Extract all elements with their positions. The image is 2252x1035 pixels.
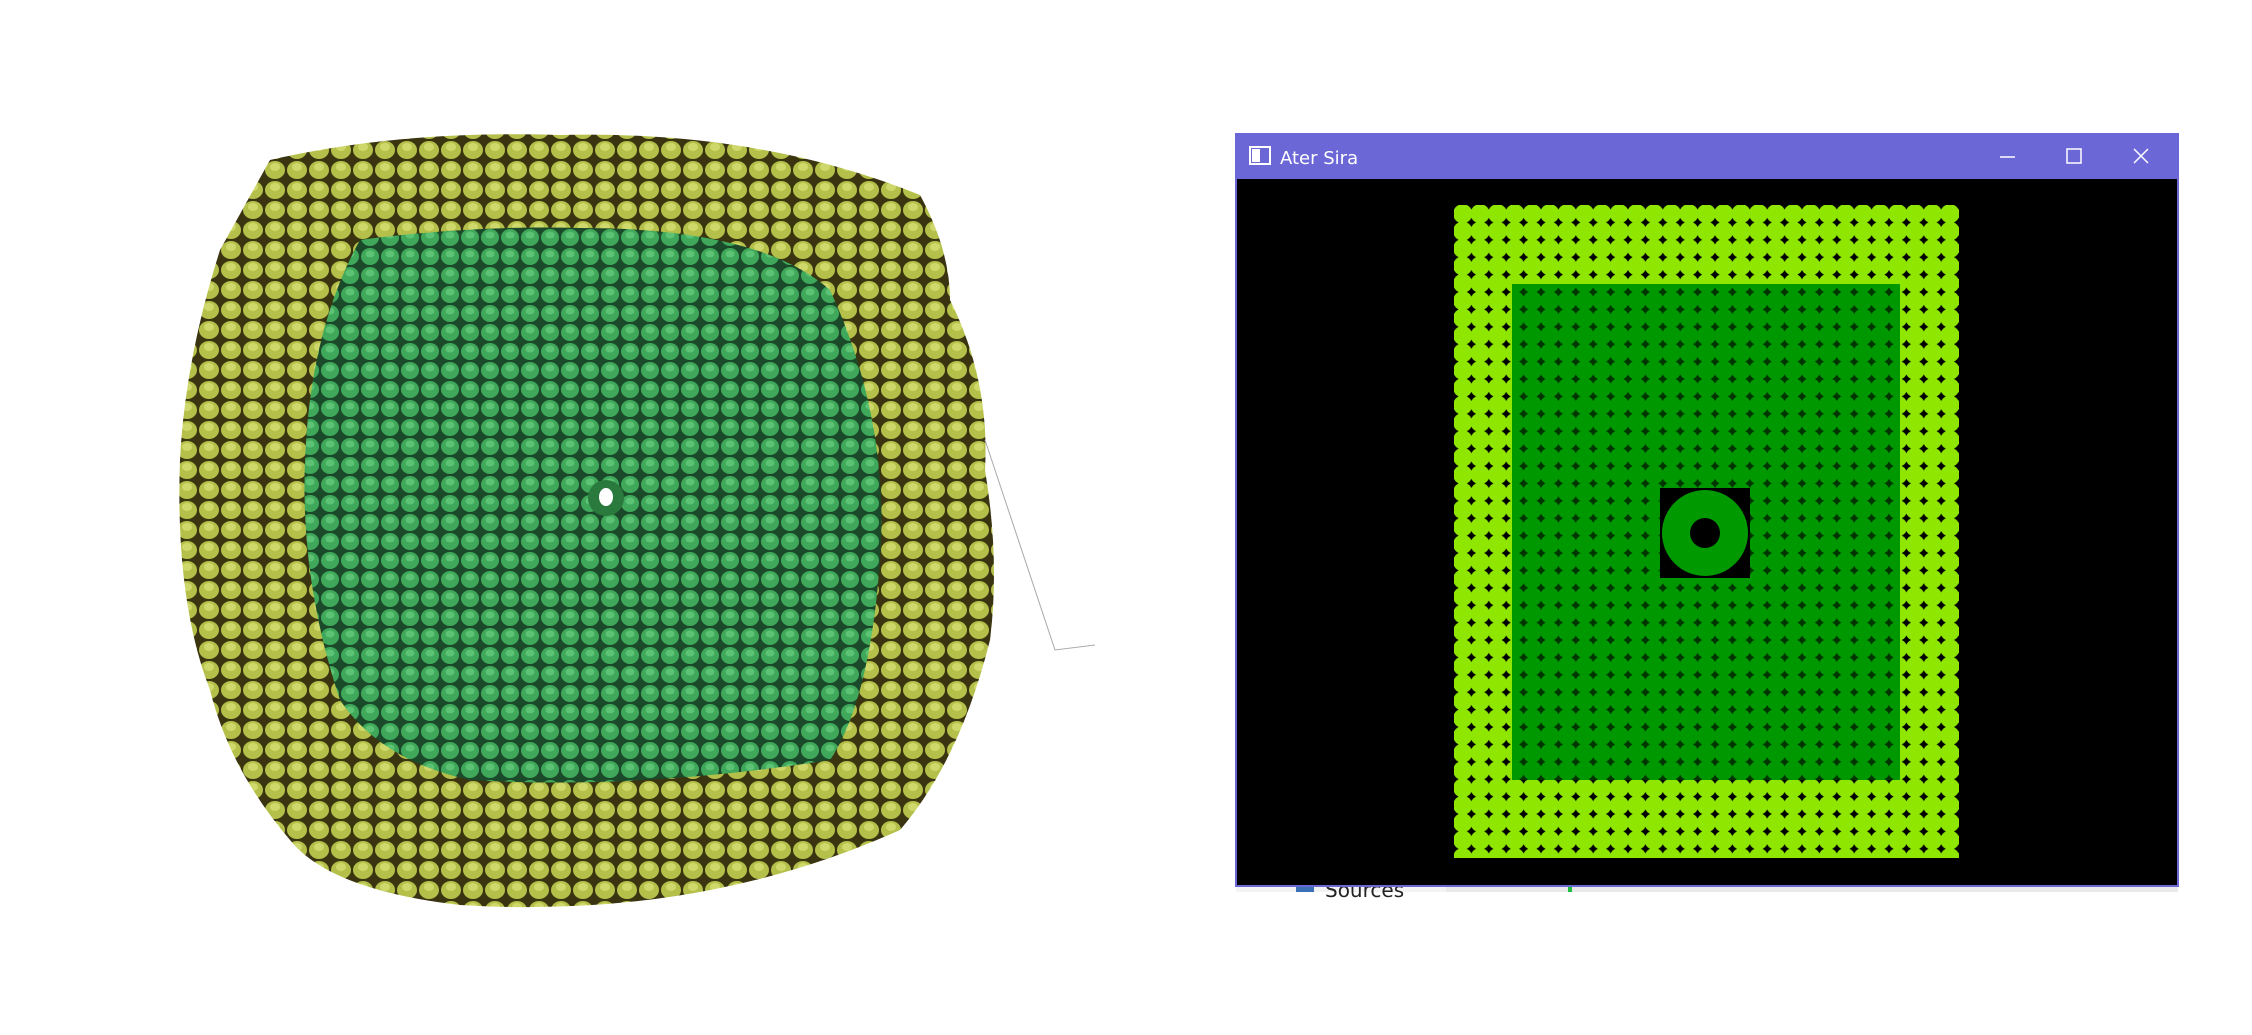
app-icon — [1249, 146, 1271, 165]
app-window: Ater Sira — [1235, 133, 2179, 887]
maximize-button[interactable] — [2066, 148, 2082, 164]
window-title: Ater Sira — [1280, 148, 1358, 169]
close-button[interactable] — [2133, 148, 2149, 164]
crochet-photo — [179, 134, 1096, 908]
canvas-drawing — [1454, 205, 1959, 858]
title-bar — [1236, 134, 2178, 179]
